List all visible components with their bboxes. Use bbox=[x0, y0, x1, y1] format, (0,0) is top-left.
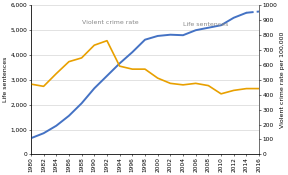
Y-axis label: Life sentences: Life sentences bbox=[3, 57, 8, 102]
Y-axis label: Violent crime rate per 100,000: Violent crime rate per 100,000 bbox=[280, 32, 285, 128]
Text: Violent crime rate: Violent crime rate bbox=[82, 20, 138, 25]
Text: Life sentences: Life sentences bbox=[183, 22, 228, 27]
